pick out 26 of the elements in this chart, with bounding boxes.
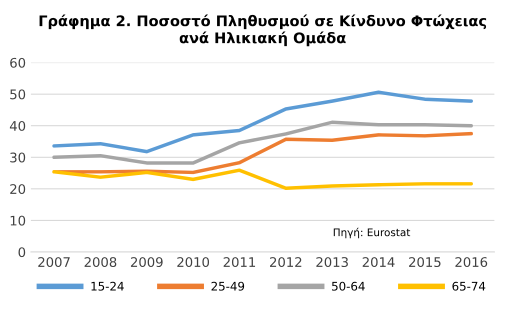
y-tick-label: 20 xyxy=(10,184,26,194)
y-tick-label: 30 xyxy=(10,152,26,162)
chart-title: Γράφημα 2. Ποσοστό Πληθυσμού σε Κίνδυνο Φτώχειας ανά Ηλικιακή Ομάδα xyxy=(40,14,486,46)
x-tick-label: 2007 xyxy=(38,257,70,268)
y-tick-label: 0 xyxy=(18,247,26,258)
x-tick-label: 2015 xyxy=(409,257,441,268)
line-series xyxy=(52,168,473,190)
legend-label: 50-64 xyxy=(332,282,365,291)
x-tick-label: 2014 xyxy=(362,257,395,268)
y-tick-label: 10 xyxy=(10,216,26,226)
y-tick-label: 50 xyxy=(10,89,26,100)
y-tick-label: 40 xyxy=(10,120,26,131)
legend-label: 65-74 xyxy=(452,282,486,291)
x-tick-label: 2010 xyxy=(177,257,210,268)
legend-label: 15-24 xyxy=(91,282,124,291)
legend-label: 25-49 xyxy=(212,282,244,291)
x-tick-label: 2009 xyxy=(130,257,163,268)
line-series xyxy=(52,90,473,154)
x-tick-label: 2012 xyxy=(270,257,302,268)
y-tick-label: 60 xyxy=(10,58,26,68)
x-tick-label: 2013 xyxy=(316,257,348,268)
x-tick-label: 2016 xyxy=(455,257,488,268)
annotation: Πηγή: Eurostat xyxy=(334,228,410,238)
x-tick-label: 2011 xyxy=(224,257,256,268)
line-series xyxy=(52,120,473,165)
x-tick-label: 2008 xyxy=(84,257,116,268)
